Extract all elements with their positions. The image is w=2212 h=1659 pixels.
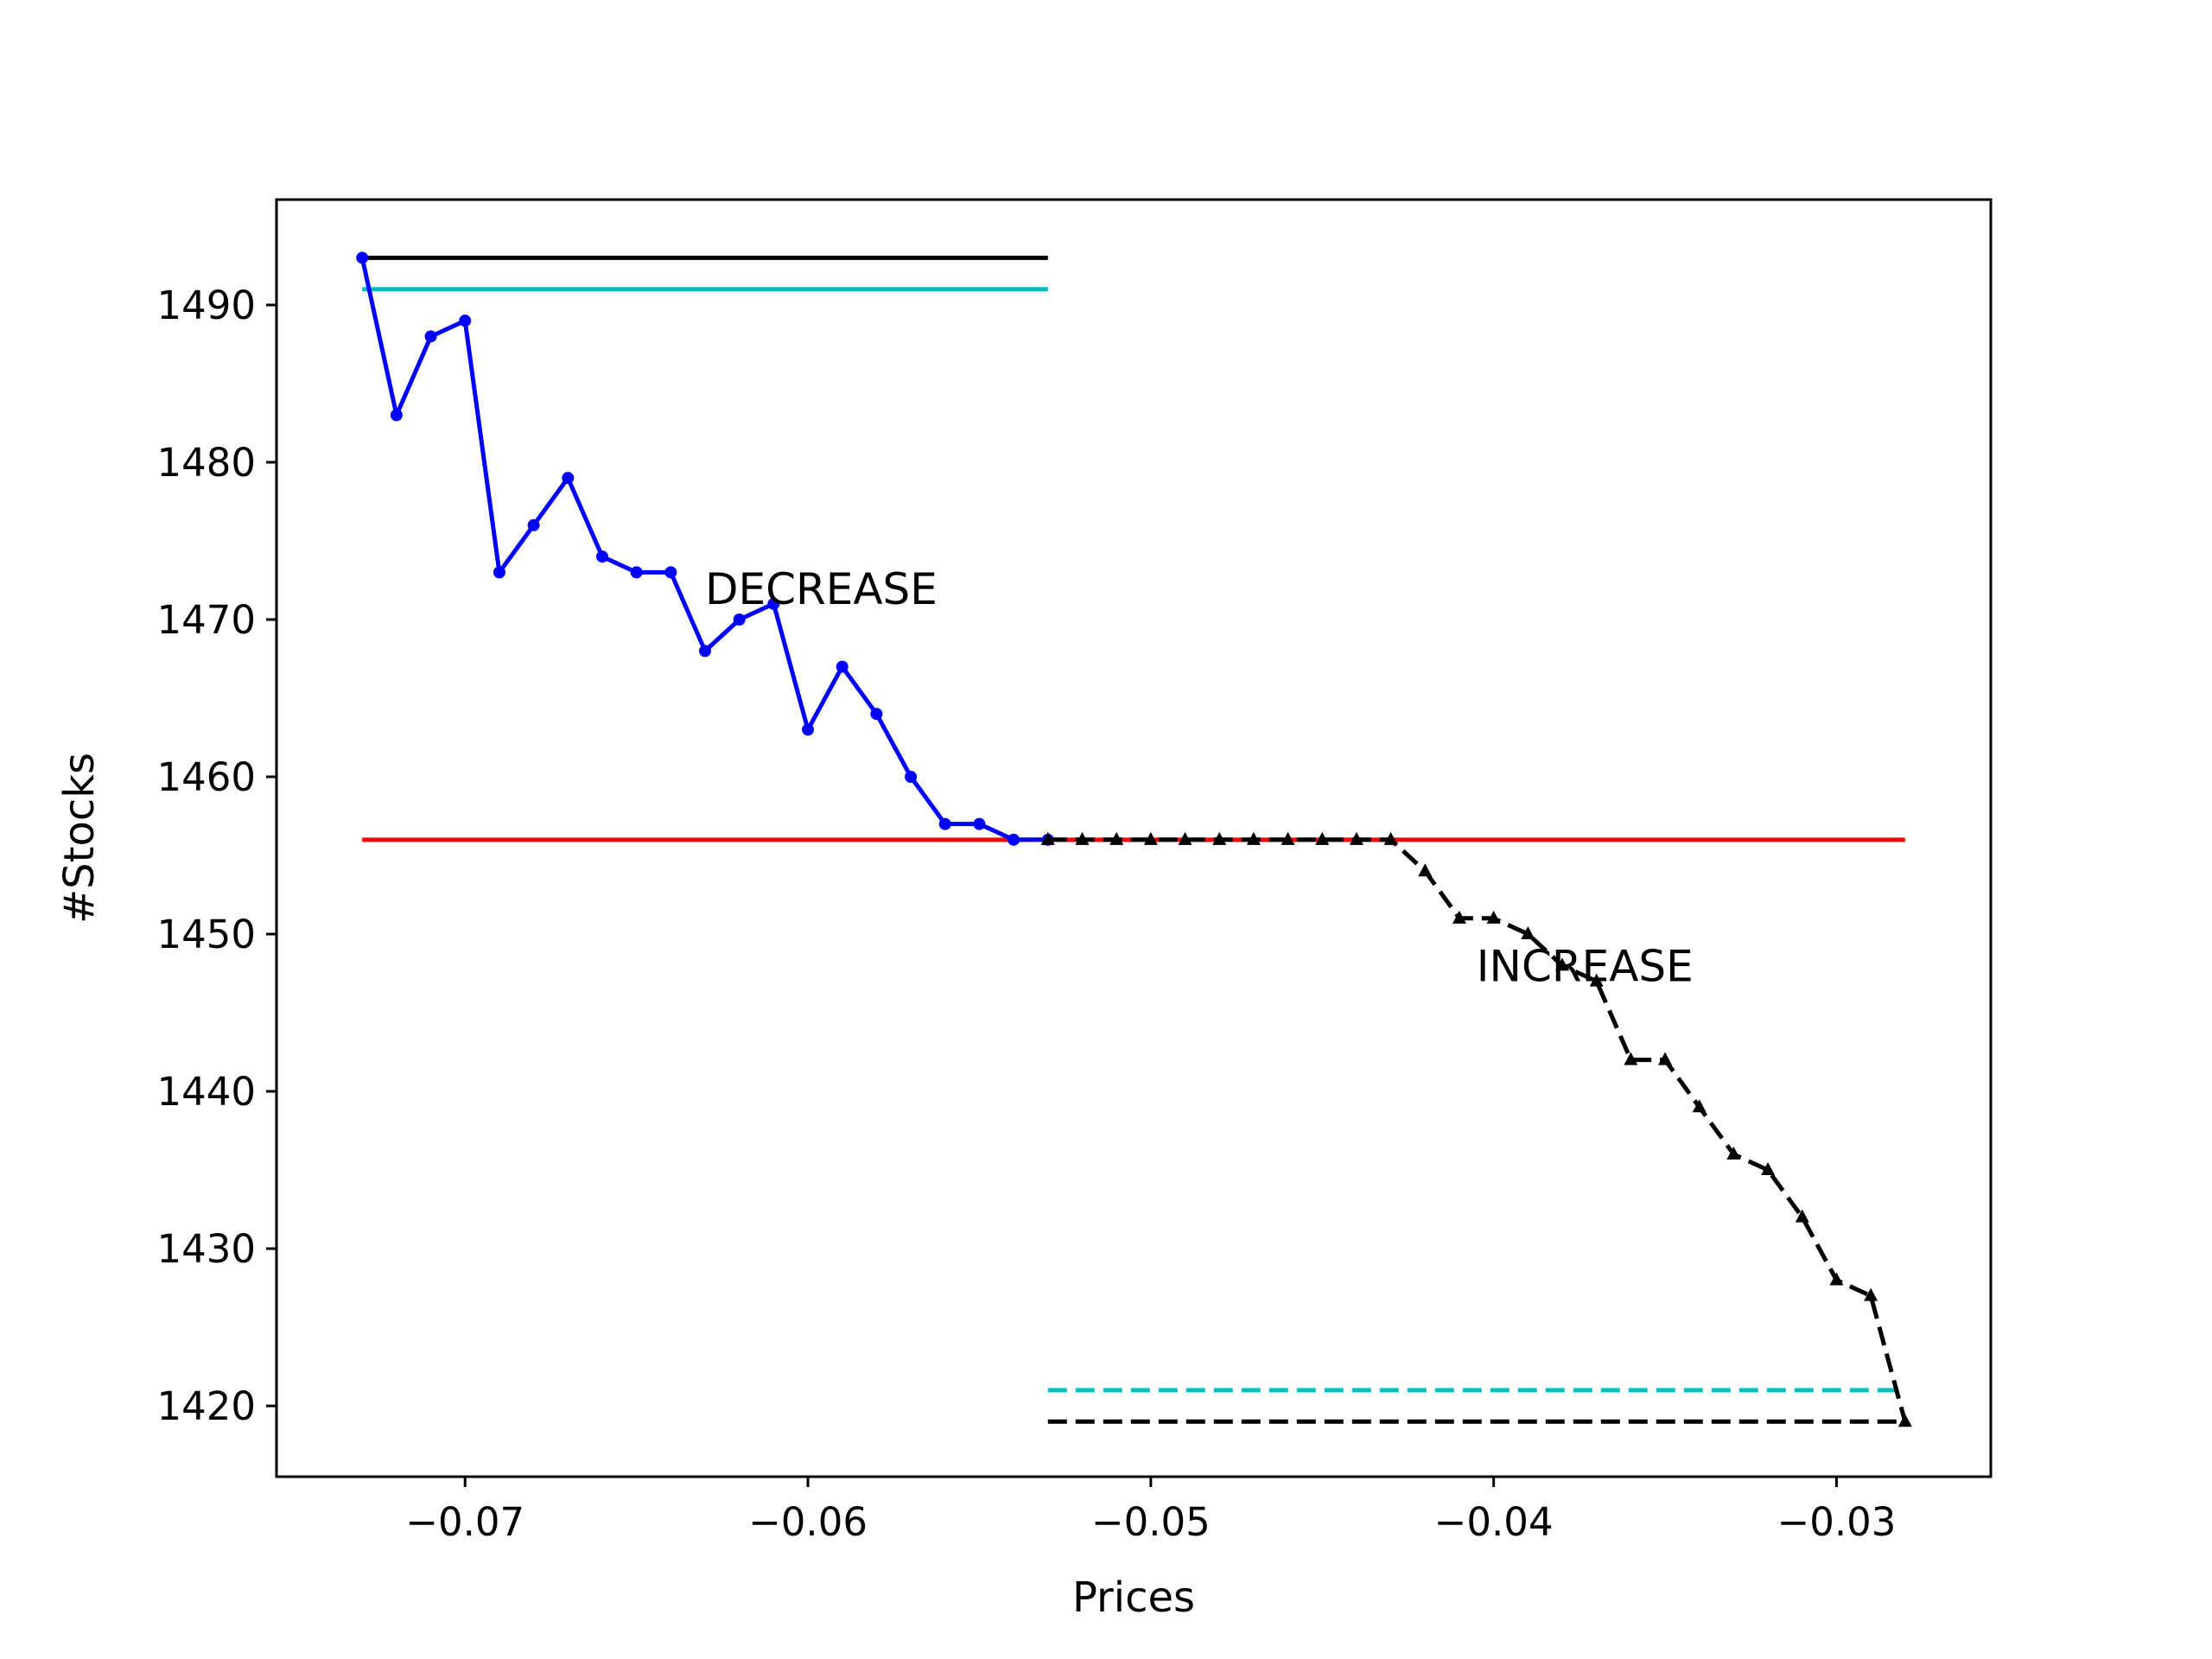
series-1-point (699, 645, 711, 658)
series-2-point (1383, 831, 1398, 845)
y-tick-label: 1450 (156, 912, 256, 957)
series-1-point (802, 723, 815, 736)
series-2-point (1897, 1414, 1912, 1427)
series-2-point (1315, 831, 1330, 845)
y-tick-label: 1470 (156, 597, 256, 643)
series-2-point (1143, 831, 1158, 845)
series-2-point (1246, 831, 1261, 845)
series-2-point (1589, 973, 1604, 987)
series-1-point (424, 330, 437, 343)
series-1-point (1007, 833, 1020, 846)
series-1-point (356, 251, 369, 264)
series-1-point (562, 472, 575, 485)
series-1-point (664, 566, 677, 579)
series-1-point (733, 613, 746, 626)
series-2-point (1521, 926, 1535, 940)
annotation-label: DECREASE (705, 564, 938, 614)
x-tick-label: −0.06 (748, 1499, 868, 1545)
series-2-point (1692, 1099, 1707, 1113)
y-tick-label: 1480 (156, 440, 256, 486)
series-1-point (595, 550, 608, 563)
series-2-point (1761, 1162, 1776, 1176)
x-axis-ticks: −0.07 −0.06 −0.05 −0.04 −0.03 (405, 1477, 1896, 1545)
annotation-label: INCREASE (1477, 942, 1694, 992)
series-2-point (1726, 1146, 1741, 1160)
x-tick-label: −0.05 (1091, 1499, 1211, 1545)
series-1-point (527, 518, 540, 531)
series-2-point (1555, 957, 1569, 971)
series-1-point (973, 817, 986, 830)
y-tick-label: 1490 (156, 283, 256, 328)
plot-content: DECREASE INCREASE (356, 251, 1912, 1427)
series-1-point (938, 817, 951, 830)
series-2-point (1658, 1052, 1673, 1065)
series-2-point (1486, 910, 1501, 924)
y-axis-label: #Stocks (55, 753, 104, 924)
y-tick-label: 1460 (156, 754, 256, 800)
series-2-point (1109, 831, 1124, 845)
series-1-point (493, 566, 505, 579)
series-1-point (390, 409, 403, 422)
series-2-point (1281, 831, 1295, 845)
y-axis-ticks: 1420 1430 1440 1450 1460 1470 1480 1490 (156, 283, 276, 1429)
x-tick-label: −0.04 (1434, 1499, 1554, 1545)
series-2-point (1864, 1287, 1878, 1301)
y-tick-label: 1420 (156, 1383, 256, 1429)
series-1-point (459, 315, 472, 327)
series-2-point (1829, 1272, 1844, 1286)
series-2-line (1047, 837, 1908, 1422)
y-tick-label: 1440 (156, 1069, 256, 1115)
series-2-point (1212, 831, 1227, 845)
series-2-point (1075, 831, 1090, 845)
series-2-point (1452, 910, 1466, 924)
axes-frame (275, 198, 1993, 1478)
series-2-point (1349, 831, 1363, 845)
series-1-point (870, 708, 883, 721)
series-1-point (630, 566, 643, 579)
series-1-point (905, 771, 918, 784)
series-1-point (767, 597, 780, 610)
x-tick-label: −0.03 (1777, 1499, 1896, 1545)
series-1-point (836, 660, 849, 673)
series-2-point (1040, 831, 1055, 845)
series-2-point (1795, 1209, 1809, 1223)
x-axis-label: Prices (1072, 1573, 1195, 1622)
series-2-point (1624, 1052, 1638, 1065)
series-2-point (1178, 831, 1192, 845)
x-tick-label: −0.07 (405, 1499, 524, 1545)
y-tick-label: 1430 (156, 1226, 256, 1272)
series-2-point (1418, 863, 1433, 877)
